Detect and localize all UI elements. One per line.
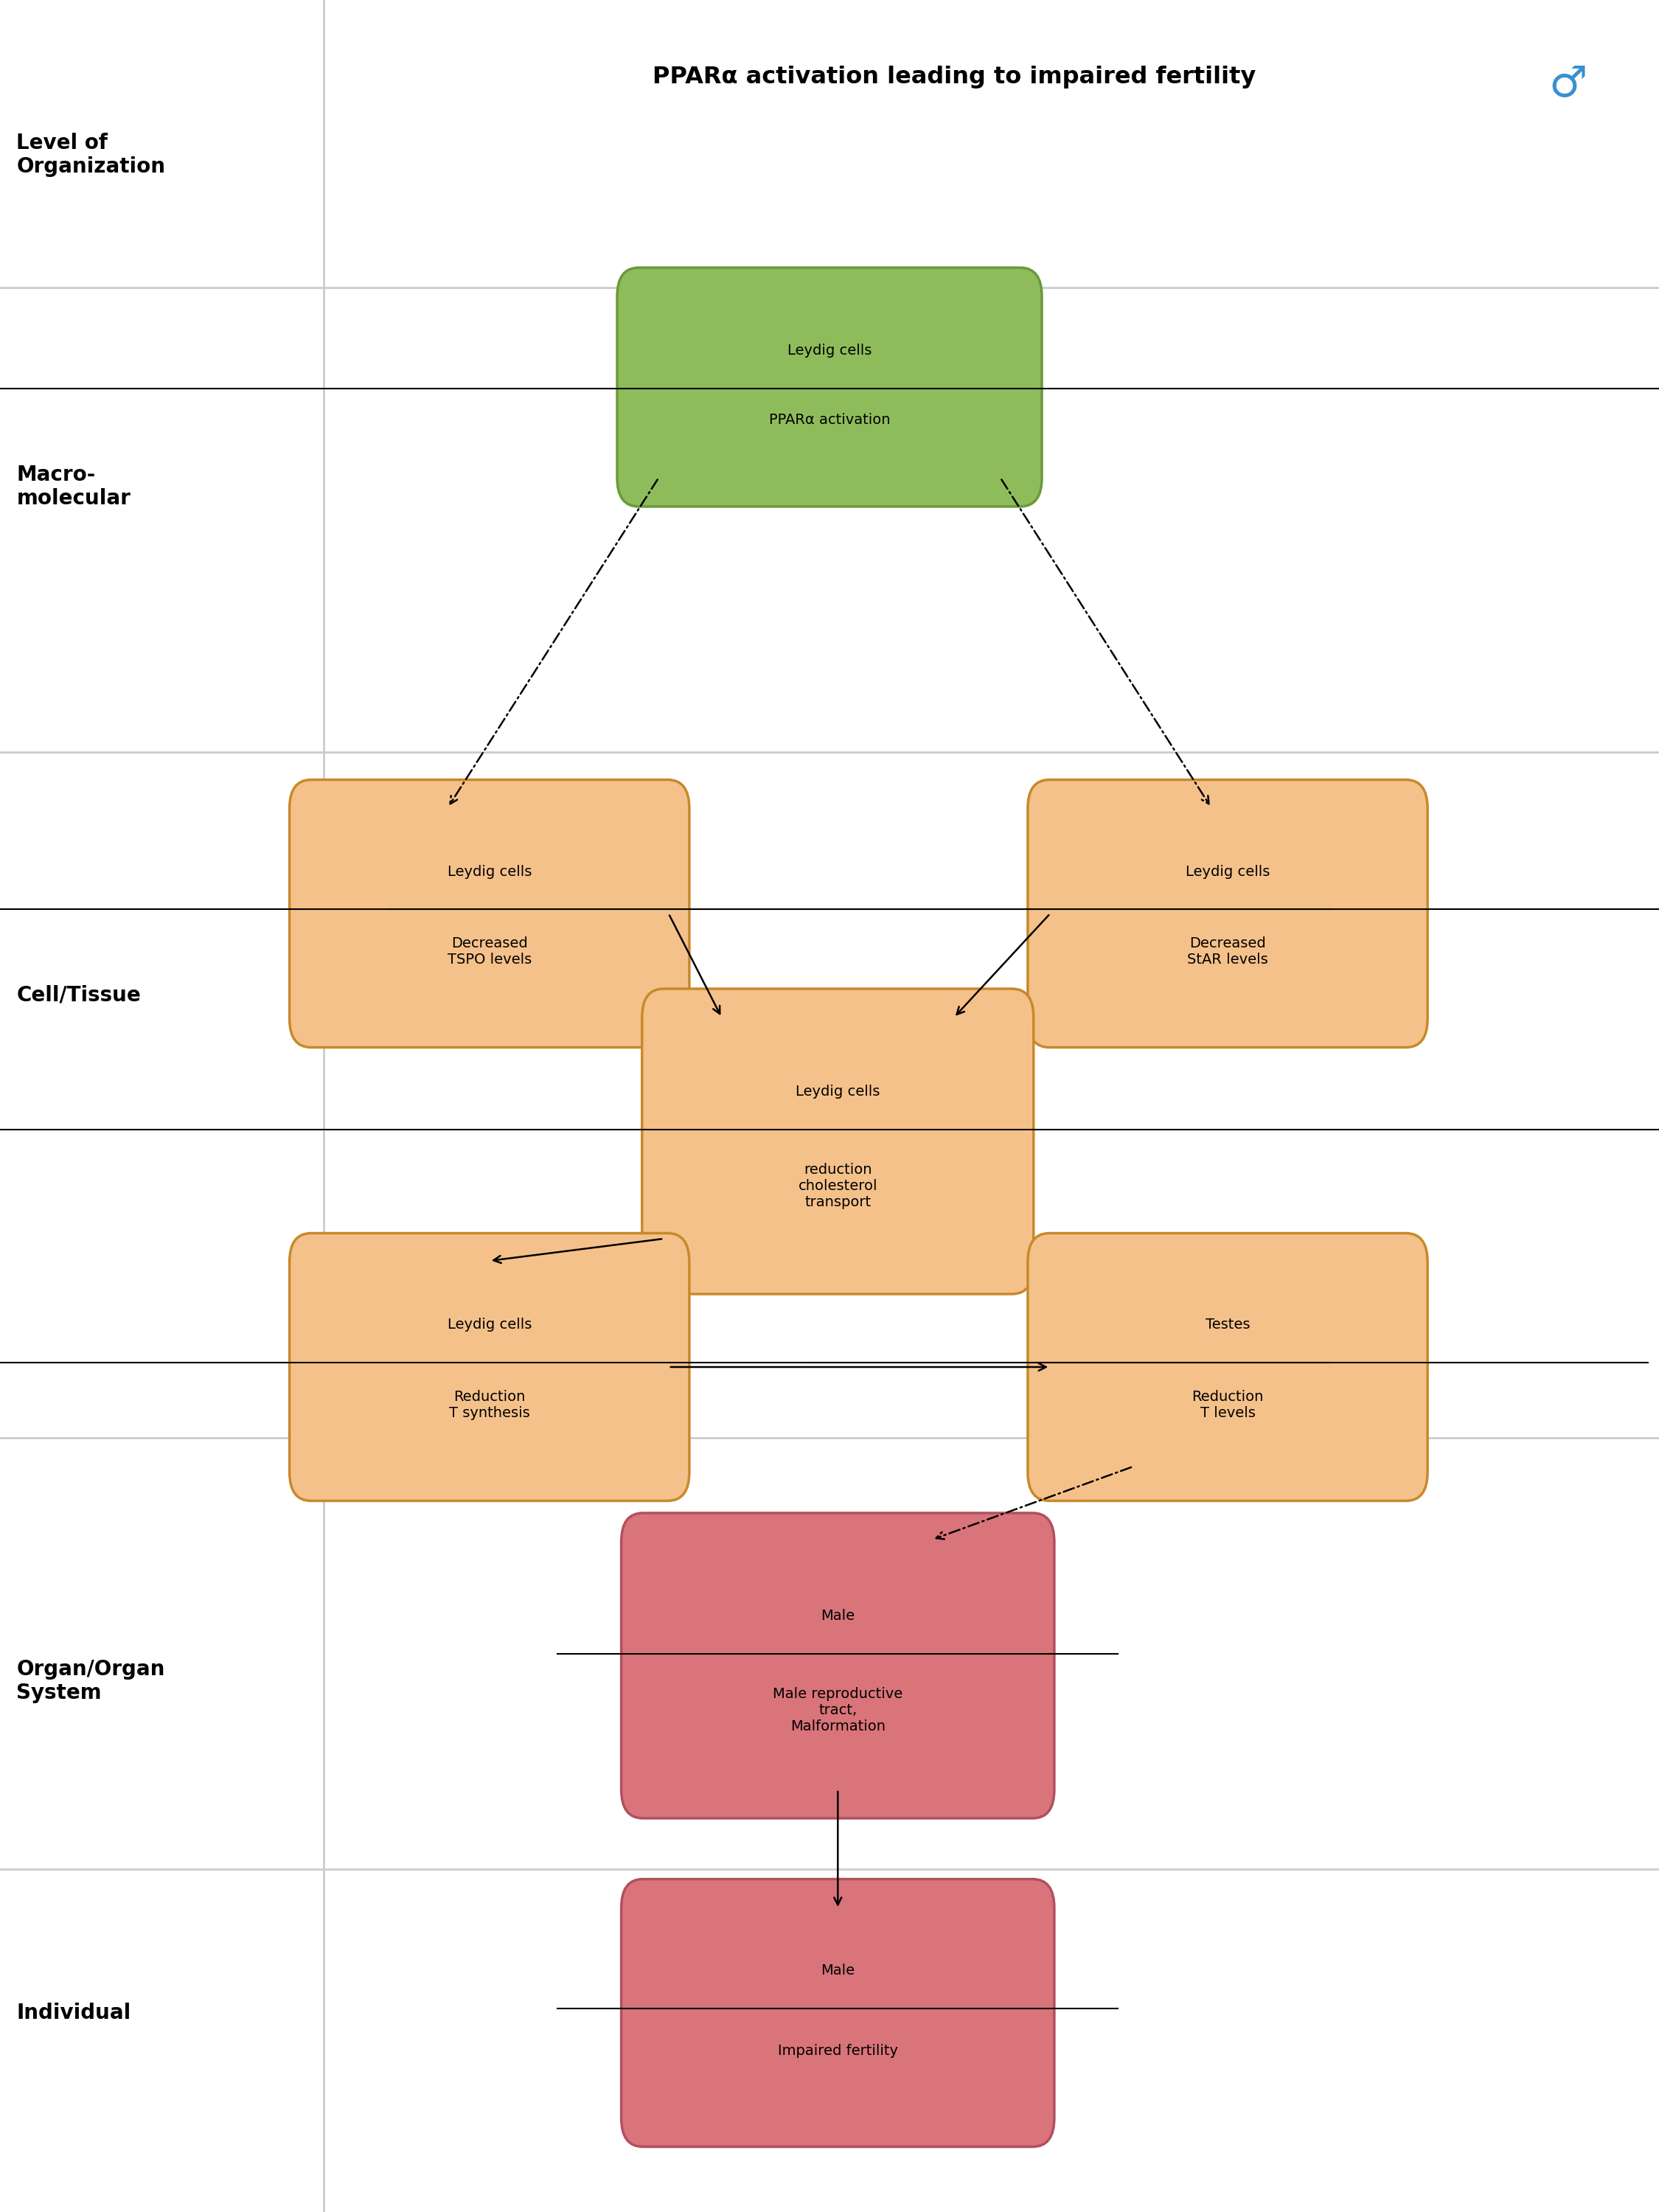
Text: reduction
cholesterol
transport: reduction cholesterol transport <box>798 1164 878 1210</box>
FancyBboxPatch shape <box>617 268 1042 507</box>
Text: Organ/Organ
System: Organ/Organ System <box>17 1659 166 1703</box>
Text: Individual: Individual <box>17 2002 131 2024</box>
FancyBboxPatch shape <box>1027 1234 1427 1500</box>
Text: Male reproductive
tract,
Malformation: Male reproductive tract, Malformation <box>773 1688 902 1734</box>
Text: Impaired fertility: Impaired fertility <box>778 2044 898 2057</box>
Text: Leydig cells: Leydig cells <box>796 1084 879 1099</box>
Text: PPARα activation: PPARα activation <box>768 414 891 427</box>
Text: Testes: Testes <box>1206 1318 1249 1332</box>
Text: Decreased
TSPO levels: Decreased TSPO levels <box>448 936 531 967</box>
Text: Reduction
T levels: Reduction T levels <box>1191 1389 1264 1420</box>
Text: Male: Male <box>821 1964 854 1978</box>
Text: PPARα activation leading to impaired fertility: PPARα activation leading to impaired fer… <box>652 66 1256 88</box>
Text: Male: Male <box>821 1608 854 1624</box>
Text: ♂: ♂ <box>1548 64 1588 104</box>
Text: Cell/Tissue: Cell/Tissue <box>17 984 141 1006</box>
FancyBboxPatch shape <box>290 1234 690 1500</box>
FancyBboxPatch shape <box>620 1880 1055 2146</box>
Text: Leydig cells: Leydig cells <box>788 343 871 358</box>
Text: Reduction
T synthesis: Reduction T synthesis <box>450 1389 529 1420</box>
Text: Leydig cells: Leydig cells <box>448 1318 531 1332</box>
FancyBboxPatch shape <box>620 1513 1055 1818</box>
Text: Leydig cells: Leydig cells <box>1186 865 1269 878</box>
Text: Level of
Organization: Level of Organization <box>17 133 166 177</box>
Text: Macro-
molecular: Macro- molecular <box>17 465 131 509</box>
FancyBboxPatch shape <box>642 989 1034 1294</box>
Text: Decreased
StAR levels: Decreased StAR levels <box>1188 936 1267 967</box>
FancyBboxPatch shape <box>290 781 690 1048</box>
Text: Leydig cells: Leydig cells <box>448 865 531 878</box>
FancyBboxPatch shape <box>1027 781 1427 1048</box>
